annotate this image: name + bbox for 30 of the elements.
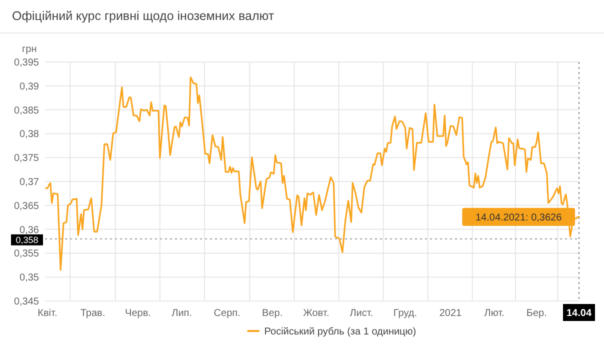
x-tick-label: Квіт. bbox=[38, 308, 58, 319]
x-tick-label: Серп. bbox=[214, 308, 240, 319]
x-tick-label: Лип. bbox=[172, 308, 192, 319]
y-tick-label: 0,395 bbox=[14, 58, 40, 68]
line-series bbox=[45, 76, 580, 271]
x-tick-label: Бер. bbox=[526, 308, 547, 319]
x-tick-label: Жовт. bbox=[303, 308, 330, 319]
y-tick-label: 0,37 bbox=[20, 177, 40, 188]
ref-line-label: 0,358 bbox=[16, 235, 38, 246]
x-tick-label: Груд. bbox=[393, 308, 418, 319]
y-tick-label: 0,38 bbox=[20, 129, 40, 140]
chart-title: Офіційний курс гривні щодо іноземних валют bbox=[12, 9, 274, 23]
x-tick-label: Лют. bbox=[484, 308, 504, 319]
y-tick-label: 0,385 bbox=[14, 105, 40, 116]
x-tick-label: Трав. bbox=[80, 308, 106, 319]
x-tick-label: 2021 bbox=[439, 308, 462, 319]
x-tick-label: Лист. bbox=[350, 308, 374, 319]
y-tick-label: 0,355 bbox=[14, 248, 40, 260]
y-axis-title: грн bbox=[22, 44, 37, 55]
y-tick-label: 0,345 bbox=[14, 296, 40, 308]
x-tick-label: Вер. bbox=[262, 308, 283, 319]
x-tick-label: Черв. bbox=[125, 308, 151, 319]
annotation: 14.04.2021: 0,3626 bbox=[476, 212, 562, 224]
y-tick-label: 0,36 bbox=[20, 224, 40, 236]
x-tick-label: 14.04 bbox=[566, 308, 592, 319]
y-tick-label: 0,365 bbox=[14, 200, 40, 212]
y-tick-label: 0,375 bbox=[14, 153, 40, 164]
y-tick-label: 0,35 bbox=[20, 272, 40, 284]
y-tick-label: 0,39 bbox=[20, 81, 40, 92]
legend-label: Російський рубль (за 1 одиницю) bbox=[264, 326, 416, 338]
